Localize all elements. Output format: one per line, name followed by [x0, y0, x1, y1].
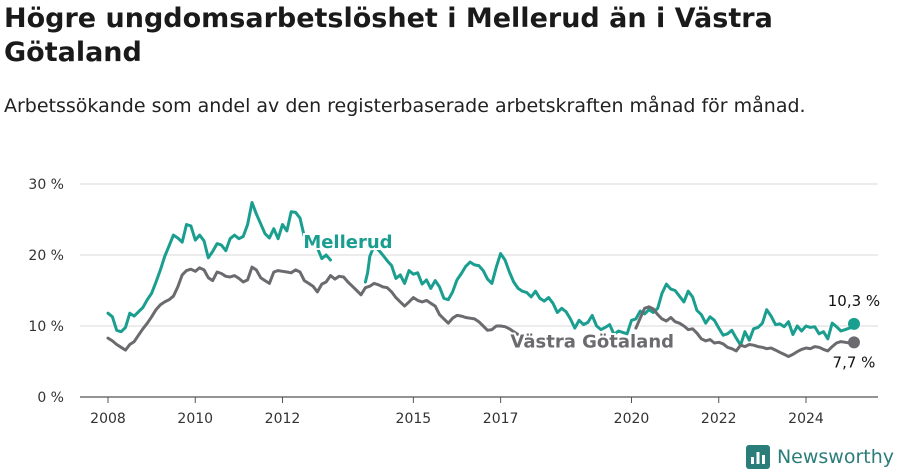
x-tick-label: 2015	[396, 411, 432, 427]
x-tick-label: 2024	[788, 411, 824, 427]
brand-name: Newsworthy	[776, 446, 894, 468]
series-line-vastra-gotaland	[106, 265, 856, 358]
x-tick-label: 2010	[177, 411, 213, 427]
series-label-vastra-gotaland: Västra Götaland	[510, 331, 674, 352]
y-tick-label: 10 %	[28, 319, 64, 335]
series-line-mellerud	[106, 201, 856, 347]
newsworthy-logo-icon	[745, 445, 770, 469]
end-label-vastra-gotaland: 7,7 %	[833, 353, 876, 371]
chart-title: Högre ungdomsarbetslöshet i Mellerud än …	[4, 3, 773, 68]
series-label-mellerud: Mellerud	[303, 232, 392, 253]
end-point-vastra-gotaland	[847, 336, 860, 349]
brand-logo[interactable]: Newsworthy	[745, 444, 894, 470]
y-tick-label: 20 %	[28, 248, 64, 264]
x-tick-label: 2022	[701, 411, 737, 427]
x-tick-label: 2012	[265, 411, 301, 427]
y-tick-label: 0 %	[37, 390, 64, 406]
x-tick-label: 2008	[90, 411, 126, 427]
end-point-mellerud	[847, 317, 860, 330]
x-tick-label: 2017	[483, 411, 519, 427]
chart-subtitle: Arbetssökande som andel av den registerb…	[4, 95, 806, 117]
end-label-mellerud: 10,3 %	[828, 292, 880, 310]
y-tick-label: 30 %	[28, 177, 64, 193]
x-tick-label: 2020	[614, 411, 650, 427]
